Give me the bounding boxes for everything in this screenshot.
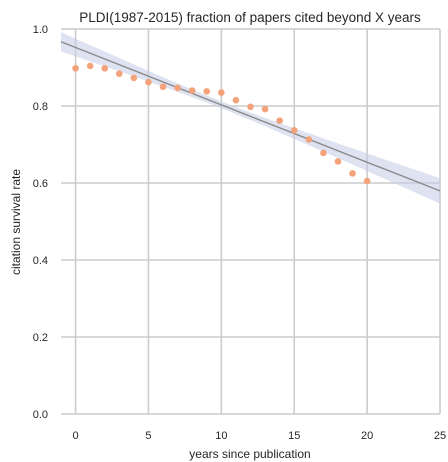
y-tick-labels: 0.0 0.2 0.4 0.6 0.8 1.0	[33, 24, 48, 421]
y-tick-label: 1.0	[33, 24, 48, 36]
data-point	[145, 78, 152, 86]
x-tick-label: 5	[145, 430, 151, 442]
data-point	[188, 87, 196, 94]
data-point	[116, 70, 123, 77]
data-point	[174, 84, 181, 92]
data-point	[261, 105, 269, 113]
y-tick-label: 0.2	[33, 332, 48, 344]
x-axis-label: years since publication	[189, 447, 310, 461]
data-point	[276, 117, 283, 124]
x-tick-label: 15	[288, 430, 300, 442]
confidence-band	[61, 32, 440, 204]
data-point	[290, 126, 298, 134]
data-point	[101, 64, 109, 72]
plot-background	[61, 29, 440, 414]
data-points	[72, 62, 371, 185]
regression-line	[60, 41, 441, 192]
y-tick-label: 0.0	[33, 409, 48, 421]
x-tick-label: 20	[361, 430, 373, 442]
data-point	[349, 170, 356, 177]
data-point	[130, 74, 138, 82]
x-tick-label: 25	[434, 430, 446, 442]
data-point	[218, 89, 225, 96]
chart-title: PLDI(1987-2015) fraction of papers cited…	[79, 10, 421, 25]
ci-band	[61, 32, 440, 204]
data-point	[320, 149, 327, 157]
y-tick-label: 0.4	[33, 255, 48, 267]
data-point	[159, 83, 167, 91]
x-tick-label: 0	[73, 430, 79, 442]
y-axis-label: citation survival rate	[9, 169, 23, 275]
data-point	[363, 177, 371, 185]
data-point	[334, 158, 342, 165]
data-point	[305, 136, 313, 143]
data-point	[72, 64, 79, 72]
y-tick-label: 0.8	[33, 101, 48, 113]
fit-line-group	[60, 41, 441, 192]
data-point	[203, 88, 211, 95]
data-point	[232, 96, 240, 104]
data-point	[86, 62, 94, 70]
x-tick-label: 10	[215, 430, 227, 442]
x-tick-labels: 0 5 10 15 20 25	[73, 430, 447, 442]
data-point	[247, 103, 254, 111]
y-tick-label: 0.6	[33, 178, 48, 190]
